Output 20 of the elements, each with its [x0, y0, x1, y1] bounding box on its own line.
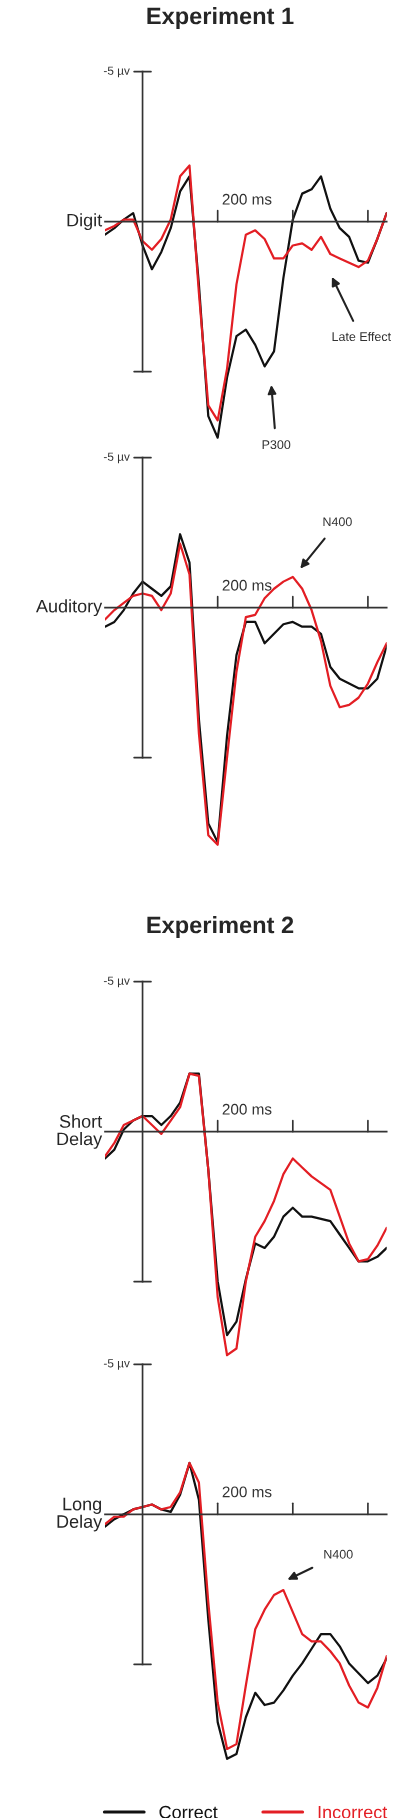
text: P300: [262, 440, 291, 450]
annotation: Late Effect: [332, 331, 391, 342]
y-axis-title: Short Delay: [57, 1114, 103, 1149]
y-axis-title: Long Delay: [57, 1497, 103, 1532]
y-axis-title: Digit: [67, 213, 103, 231]
text: -5 µv: [103, 452, 130, 464]
annotation: 200 ms: [222, 579, 272, 591]
text: -5 µv: [103, 66, 130, 78]
chart-title: Experiment 1: [147, 7, 294, 30]
text: N400: [323, 517, 352, 527]
text: -5 µv: [103, 1359, 130, 1370]
annotation: 200 ms: [222, 193, 272, 205]
y-axis-title: Auditory: [35, 599, 103, 617]
annotation: 200 ms: [222, 1486, 272, 1498]
annotation: 200 ms: [222, 1103, 272, 1115]
chart-title: Experiment 2: [147, 916, 294, 939]
annotation: N400: [324, 1549, 353, 1559]
text: -5 µv: [103, 976, 130, 988]
legend-label: Correct: [159, 1805, 218, 1818]
legend-label: Incorrect: [318, 1805, 388, 1818]
